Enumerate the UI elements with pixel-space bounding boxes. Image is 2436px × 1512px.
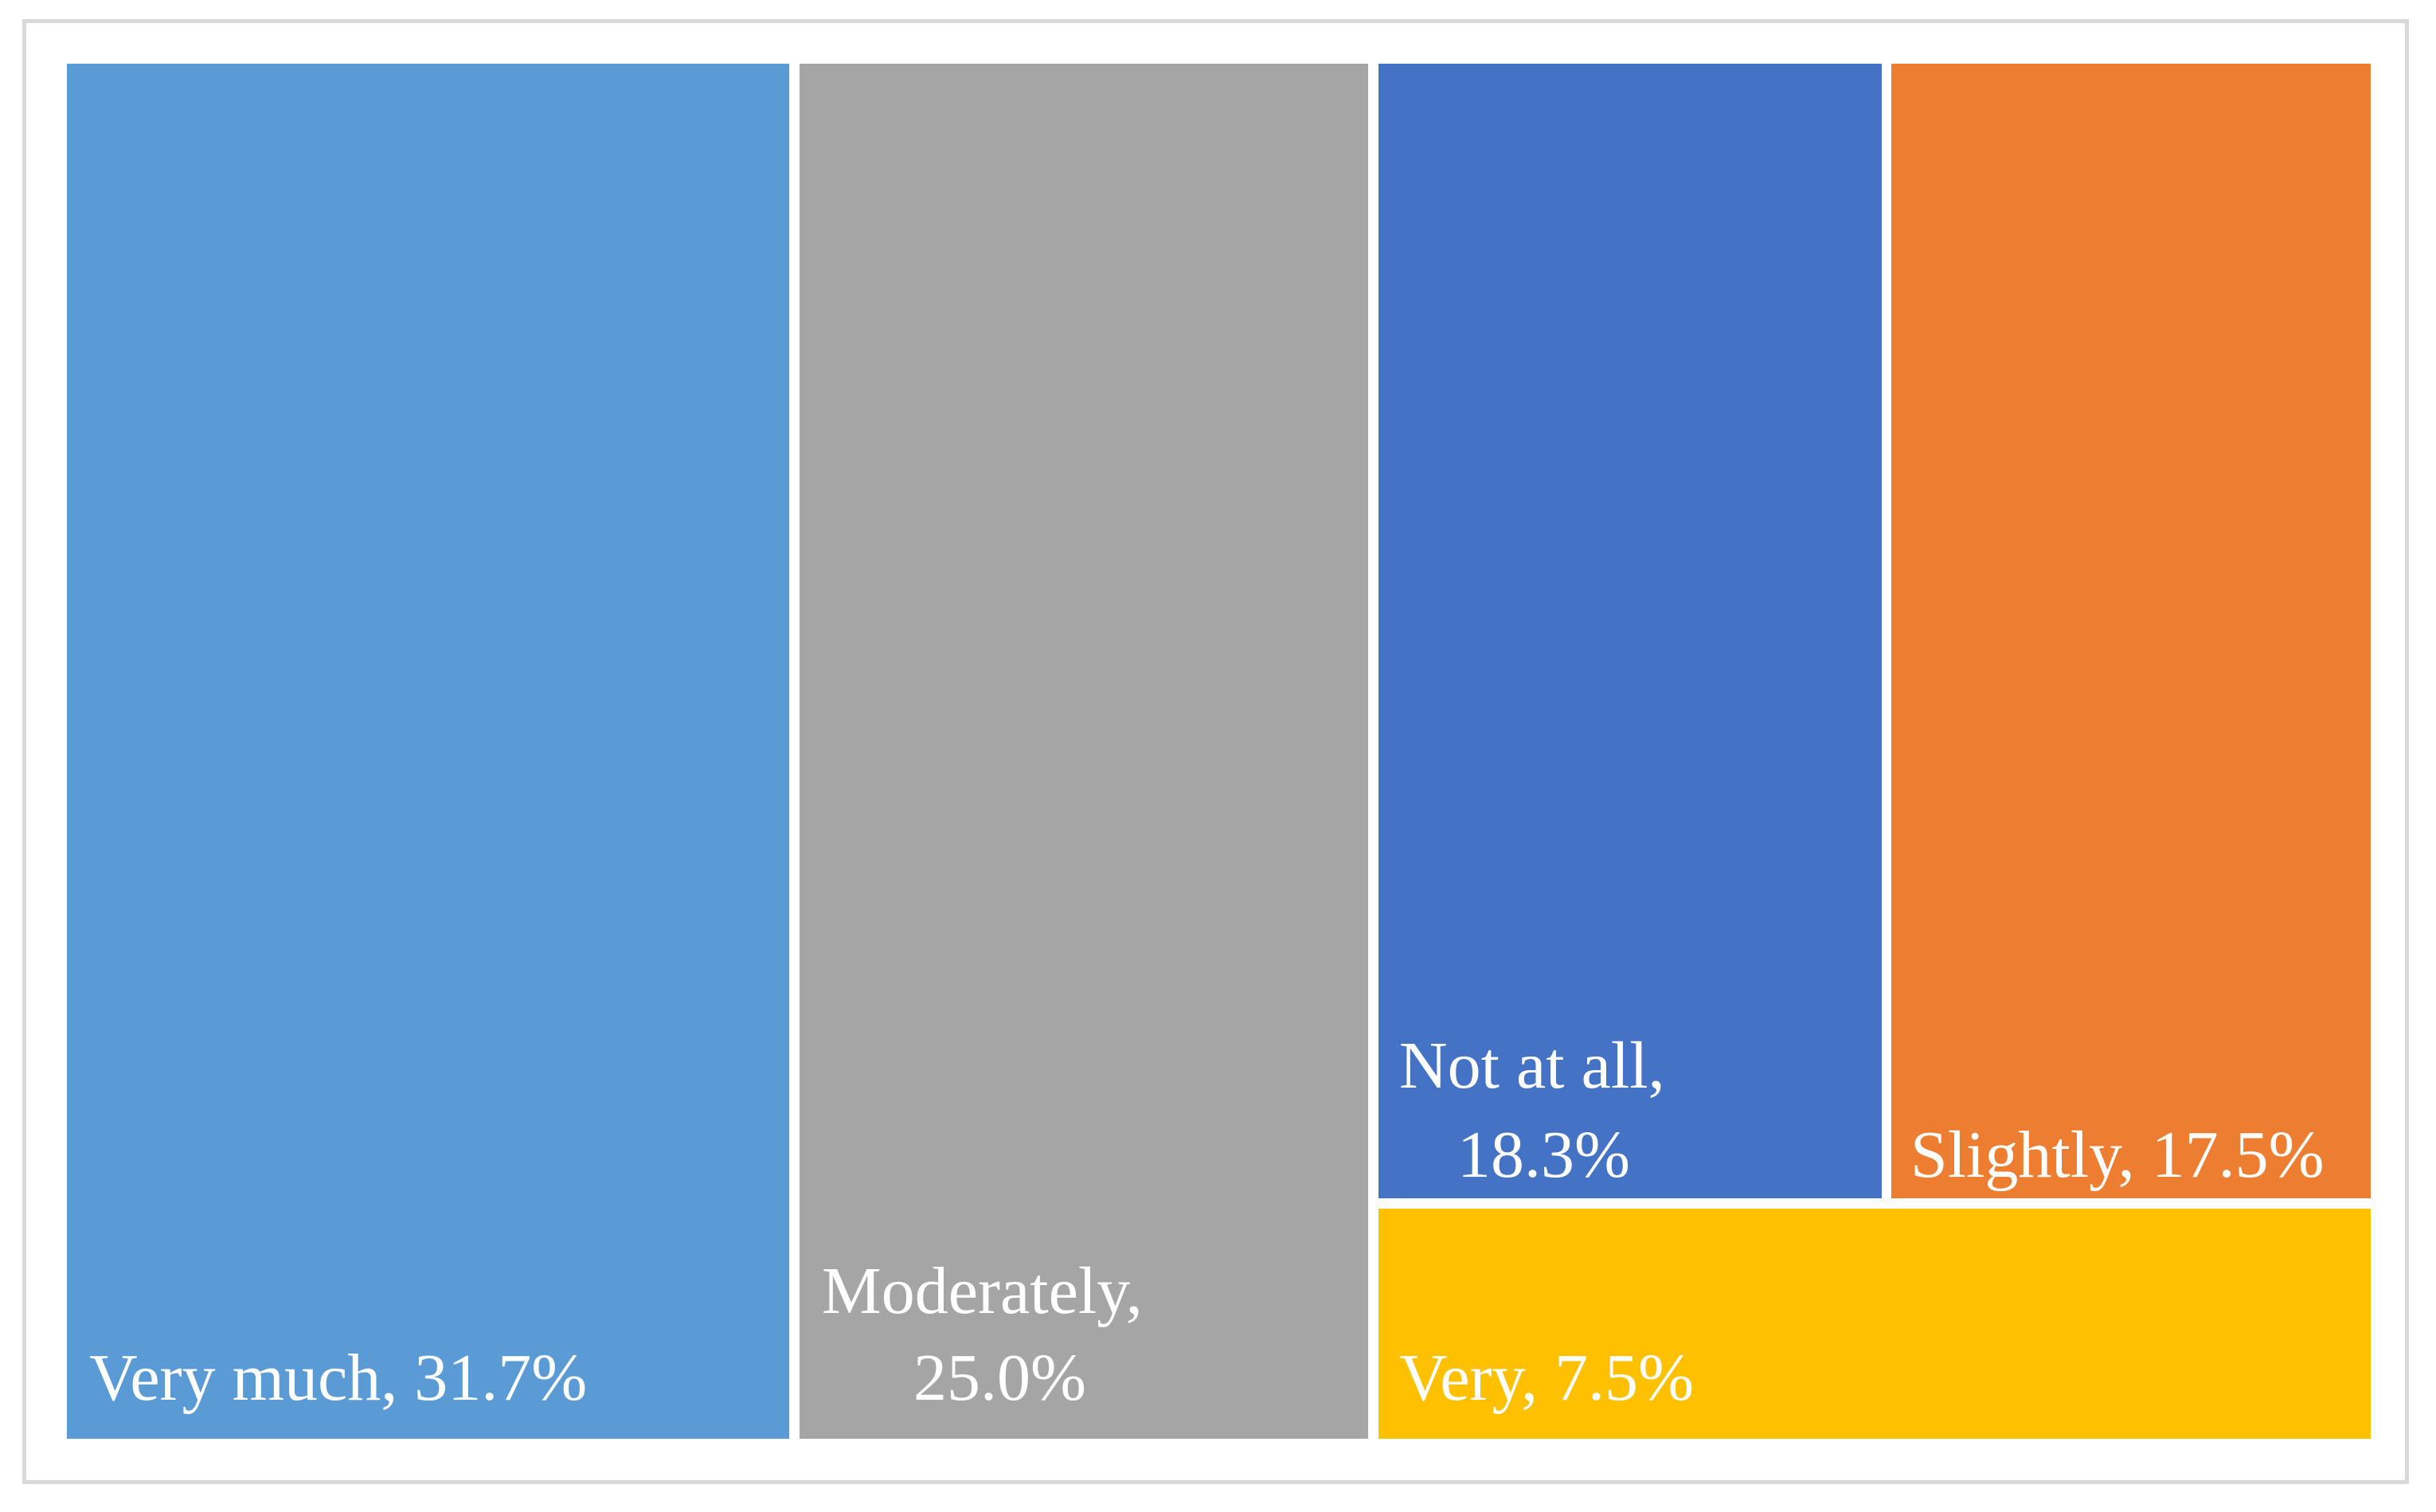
label-not-at-all-name: Not at all, xyxy=(1399,1029,1665,1103)
tile-very: Very, 7.5% xyxy=(1378,1209,2371,1439)
label-very-much: Very much, 31.7% xyxy=(89,1341,588,1415)
label-moderately-name: Moderately, xyxy=(822,1254,1143,1328)
label-moderately-value: 25.0% xyxy=(913,1341,1086,1415)
tile-not-at-all: Not at all, 18.3% xyxy=(1378,64,1882,1198)
tile-moderately: Moderately, 25.0% xyxy=(800,64,1368,1439)
tile-slightly: Slightly, 17.5% xyxy=(1891,64,2371,1198)
label-very: Very, 7.5% xyxy=(1399,1341,1695,1415)
label-not-at-all-value: 18.3% xyxy=(1457,1118,1630,1192)
label-slightly: Slightly, 17.5% xyxy=(1910,1118,2325,1192)
tile-very-much: Very much, 31.7% xyxy=(67,64,789,1439)
